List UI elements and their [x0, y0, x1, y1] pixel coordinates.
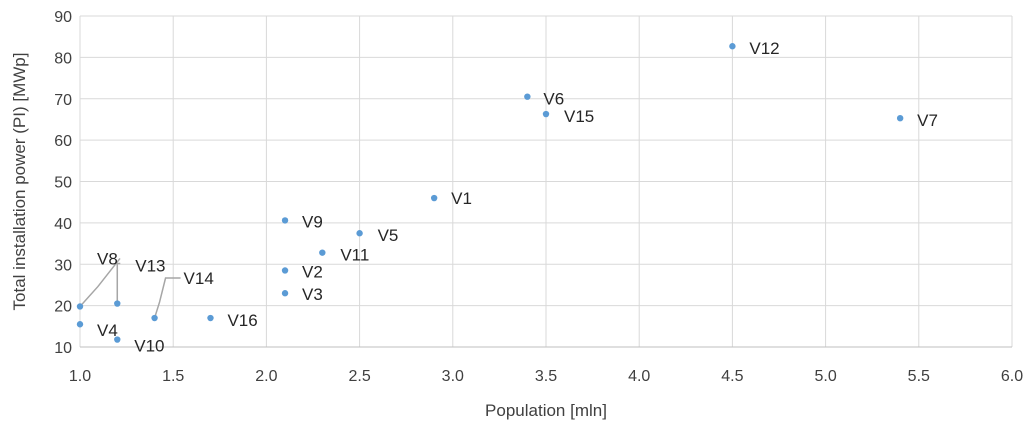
data-points — [76, 43, 904, 343]
point-label-v16: V16 — [227, 311, 257, 330]
data-point-v11 — [319, 249, 326, 256]
data-point-v6 — [524, 93, 531, 100]
point-label-v7: V7 — [917, 111, 938, 130]
data-point-v16 — [207, 314, 214, 322]
point-label-v14: V14 — [184, 269, 214, 288]
data-point-v12 — [729, 43, 736, 50]
point-label-v13: V13 — [135, 257, 165, 276]
y-tick-label: 60 — [54, 133, 72, 150]
x-tick-label: 6.0 — [1001, 368, 1023, 385]
x-tick-label: 1.0 — [69, 368, 91, 385]
y-axis-title: Total installation power (PI) [MWp] — [10, 53, 29, 311]
y-tick-label: 40 — [54, 216, 72, 233]
data-point-v1 — [430, 194, 438, 202]
point-label-v11: V11 — [340, 246, 369, 265]
point-label-v5: V5 — [378, 226, 399, 245]
x-tick-label: 3.0 — [442, 368, 464, 385]
data-point-v2 — [281, 267, 289, 274]
x-tick-label: 2.0 — [255, 368, 277, 385]
x-tick-label: 1.5 — [162, 368, 184, 385]
y-tick-label: 80 — [54, 50, 72, 67]
point-label-v10: V10 — [134, 337, 164, 356]
data-point-v3 — [281, 290, 289, 297]
point-label-v12: V12 — [749, 39, 779, 58]
data-point-v14 — [151, 314, 158, 322]
y-tick-label: 70 — [54, 92, 72, 109]
label-leader-line — [116, 262, 121, 304]
point-label-v4: V4 — [97, 321, 118, 340]
x-tick-label: 2.5 — [348, 368, 370, 385]
x-tick-label: 4.0 — [628, 368, 650, 385]
gridlines — [79, 15, 1013, 348]
point-label-v9: V9 — [302, 212, 323, 231]
point-label-v8: V8 — [97, 249, 118, 268]
y-tick-label: 10 — [54, 340, 72, 357]
y-tick-label: 30 — [54, 257, 72, 274]
point-label-v2: V2 — [302, 262, 323, 281]
x-tick-label: 5.5 — [908, 368, 930, 385]
point-label-v6: V6 — [543, 90, 564, 109]
y-tick-label: 50 — [54, 175, 72, 192]
data-point-v4 — [76, 321, 84, 328]
data-point-v7 — [896, 114, 904, 122]
data-point-v8 — [76, 303, 84, 310]
label-leader-line — [79, 257, 121, 307]
point-label-v1: V1 — [451, 189, 472, 208]
y-tick-label: 20 — [54, 299, 72, 316]
point-label-v3: V3 — [302, 285, 323, 304]
x-tick-label: 4.5 — [721, 368, 743, 385]
data-point-v10 — [114, 336, 121, 343]
label-leader-line — [153, 277, 181, 319]
data-point-v13 — [114, 300, 121, 307]
y-tick-label: 90 — [54, 9, 72, 26]
data-point-v9 — [281, 217, 289, 224]
x-tick-label: 5.0 — [814, 368, 836, 385]
axes: 1.0 1.5 2.0 2.5 3.0 3.5 4.0 4.5 5.0 5.5 6.0 10 20 30 4… — [54, 9, 1023, 385]
data-point-v15 — [542, 110, 550, 118]
point-labels: V1 V2 V3 V4 V5 V6 V7 V8 V9 V10 V11 V12 V13 V14 V15 V16 — [97, 39, 938, 355]
leader-lines — [79, 257, 181, 319]
x-tick-label: 3.5 — [535, 368, 557, 385]
x-axis-title: Population [mln] — [485, 401, 607, 420]
point-label-v15: V15 — [564, 107, 594, 126]
data-point-v5 — [356, 230, 363, 237]
